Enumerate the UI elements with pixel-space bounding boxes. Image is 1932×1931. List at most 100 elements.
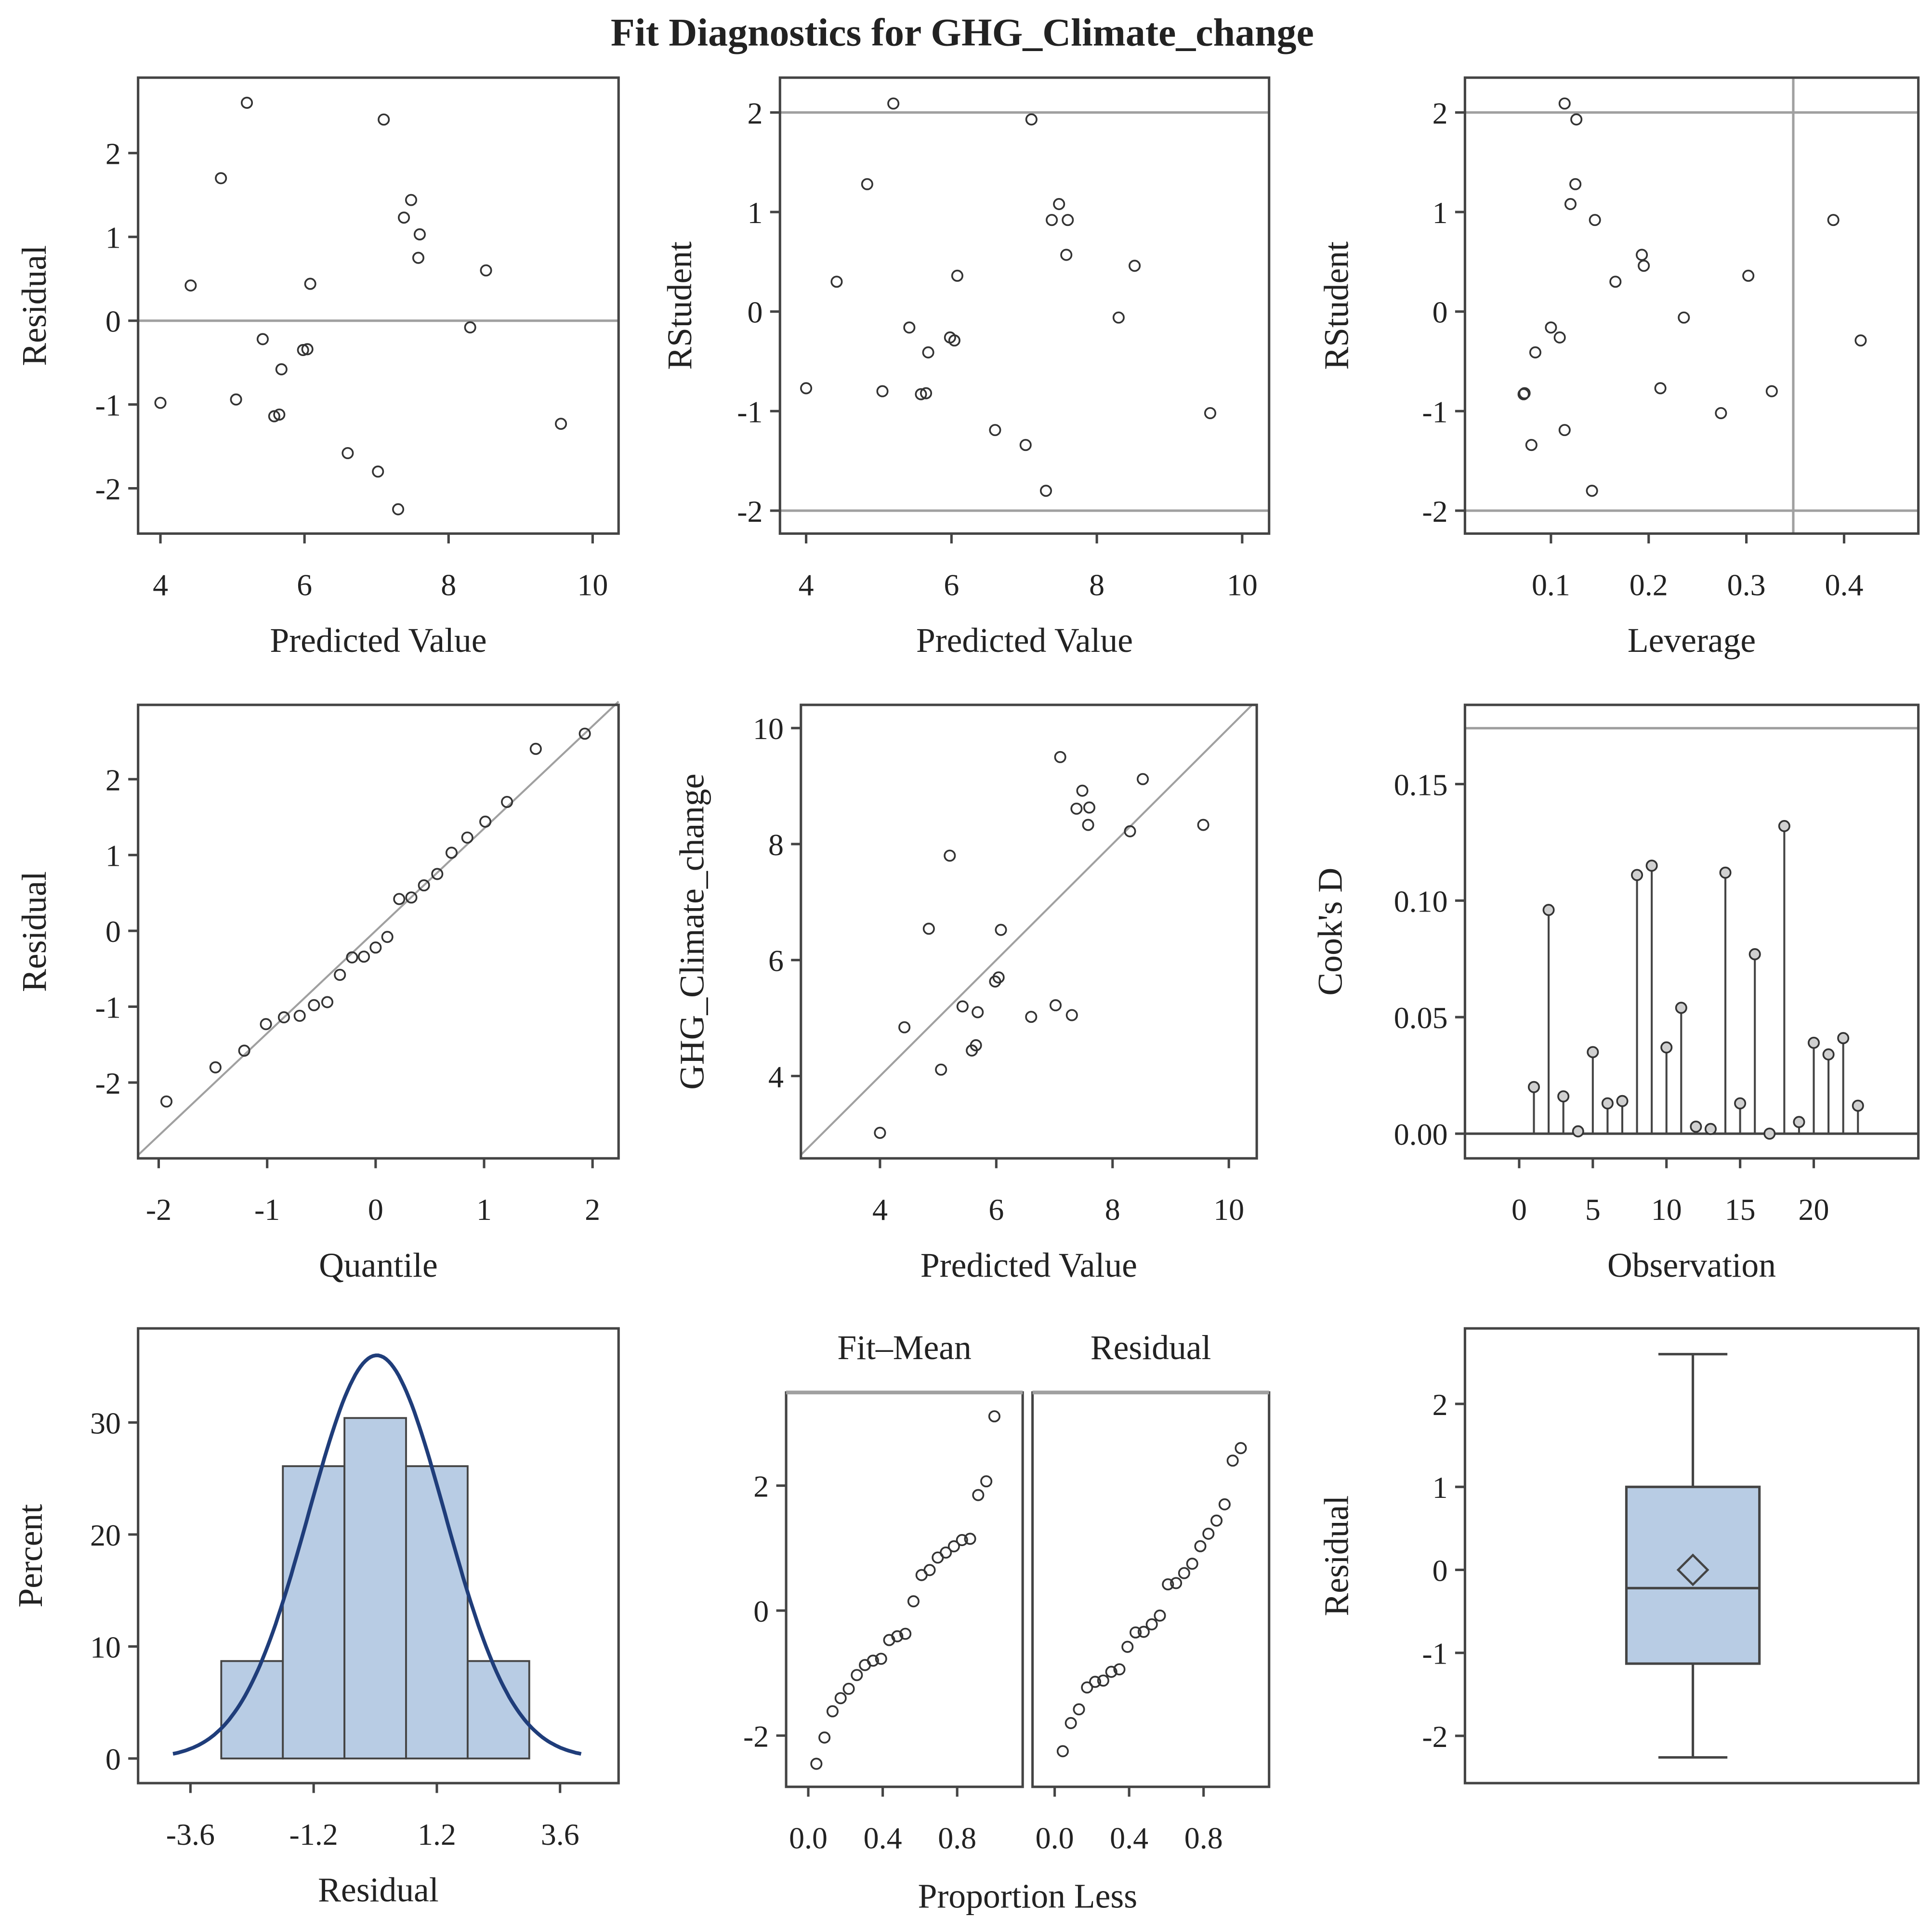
resid-vs-pred-point bbox=[268, 410, 280, 423]
observed-vs-pred-point bbox=[1025, 1011, 1038, 1023]
residual-fit-spread-point bbox=[851, 1669, 863, 1681]
residual-fit-spread-xtick-label: 0.4 bbox=[864, 1821, 902, 1855]
residual-boxplot-ytick-label: 2 bbox=[1433, 1388, 1448, 1422]
rstudent-vs-leverage-xtick-label: 0.2 bbox=[1630, 568, 1668, 602]
rstudent-vs-leverage-point bbox=[1529, 346, 1541, 358]
residual-fit-spread-point bbox=[1210, 1514, 1223, 1527]
figure-title: Fit Diagnostics for GHG_Climate_change bbox=[611, 11, 1314, 54]
residual-fit-spread-point bbox=[1073, 1703, 1085, 1716]
cooks-d-x-axis-label: Observation bbox=[1607, 1246, 1776, 1284]
qq-plot-point bbox=[321, 996, 334, 1008]
observed-vs-pred-point bbox=[1083, 801, 1096, 814]
observed-vs-pred-point bbox=[1070, 802, 1083, 815]
resid-vs-pred-point bbox=[378, 113, 390, 126]
resid-vs-pred-ytick-label: 1 bbox=[105, 221, 121, 255]
residual-fit-spread-point bbox=[1145, 1618, 1158, 1631]
qq-plot-xtick-label: 1 bbox=[476, 1192, 492, 1227]
residual-histogram-panel: -3.6 -1.2 1.2 3.6 0 10 20 30 Residual Percent bbox=[12, 1327, 620, 1909]
qq-plot-reference-line bbox=[137, 701, 619, 1156]
observed-vs-pred-point bbox=[1065, 1009, 1078, 1021]
residual-boxplot-y-axis-label: Residual bbox=[1317, 1495, 1355, 1616]
residual-boxplot-ytick-label: -2 bbox=[1422, 1719, 1447, 1754]
rstudent-vs-pred-point bbox=[1204, 407, 1217, 420]
resid-vs-pred-point bbox=[555, 418, 567, 430]
residual-histogram-normal-curve bbox=[172, 1353, 582, 1756]
rstudent-vs-pred-frame bbox=[778, 76, 1271, 535]
qq-plot-point bbox=[369, 941, 382, 954]
residual-fit-spread-point bbox=[980, 1475, 993, 1488]
resid-vs-pred-point bbox=[392, 503, 405, 516]
qq-plot-point bbox=[393, 893, 406, 905]
resid-vs-pred-point bbox=[480, 264, 492, 277]
residual-fit-spread-point bbox=[1105, 1666, 1117, 1678]
residual-fit-spread-xtick-label: 0.0 bbox=[1036, 1821, 1074, 1855]
cooks-d-needle-marker bbox=[1852, 1099, 1864, 1112]
resid-vs-pred-xtick-label: 8 bbox=[441, 568, 456, 602]
rstudent-vs-leverage-point bbox=[1553, 331, 1566, 344]
rstudent-vs-pred-xtick-label: 6 bbox=[944, 568, 959, 602]
resid-vs-pred-point bbox=[256, 333, 269, 345]
residual-fit-spread-point bbox=[899, 1627, 912, 1640]
resid-vs-pred-point bbox=[275, 363, 288, 376]
resid-vs-pred-point bbox=[342, 447, 354, 460]
resid-vs-pred-xtick-label: 6 bbox=[297, 568, 312, 602]
residual-histogram-ytick-label: 20 bbox=[90, 1518, 121, 1552]
residual-histogram-ytick-label: 0 bbox=[105, 1742, 121, 1776]
residual-fit-spread-point bbox=[923, 1564, 936, 1576]
cooks-d-ytick-label: 0.15 bbox=[1394, 768, 1448, 802]
residual-histogram-bar bbox=[343, 1417, 407, 1759]
residual-boxplot-ytick-label: -1 bbox=[1422, 1637, 1447, 1671]
cooks-d-needle-marker bbox=[1616, 1095, 1629, 1107]
rstudent-vs-leverage-ytick-label: -2 bbox=[1422, 494, 1447, 529]
rstudent-vs-leverage-point bbox=[1518, 387, 1531, 399]
resid-vs-pred-point bbox=[372, 465, 384, 478]
cooks-d-needle-marker bbox=[1631, 869, 1643, 881]
cooks-d-ytick-label: 0.05 bbox=[1394, 1001, 1448, 1035]
qq-plot-point bbox=[238, 1045, 250, 1057]
cooks-d-needle-marker bbox=[1645, 860, 1658, 872]
rstudent-vs-pred-point bbox=[800, 382, 813, 395]
residual-fit-spread-point bbox=[940, 1546, 952, 1559]
rstudent-vs-pred-point bbox=[989, 424, 1001, 436]
rstudent-vs-leverage-point bbox=[1517, 388, 1530, 400]
residual-fit-spread-xtick-label: 0.0 bbox=[789, 1821, 828, 1855]
rstudent-vs-leverage-point bbox=[1545, 321, 1557, 334]
residual-fit-spread-point bbox=[1081, 1681, 1093, 1694]
resid-vs-pred-point bbox=[215, 172, 227, 185]
rstudent-vs-pred-xtick-label: 8 bbox=[1089, 568, 1104, 602]
rstudent-vs-pred-point bbox=[887, 97, 900, 110]
qq-plot-point bbox=[277, 1011, 290, 1024]
rstudent-vs-pred-xtick-label: 4 bbox=[799, 568, 814, 602]
residual-fit-spread-subpanel-label: Fit–Mean bbox=[837, 1329, 971, 1367]
observed-vs-pred-xtick-label: 4 bbox=[872, 1192, 888, 1227]
cooks-d-needle-marker bbox=[1778, 820, 1790, 833]
residual-fit-spread-point bbox=[1170, 1577, 1183, 1589]
resid-vs-pred-panel: 4 6 8 10 -2 -1 0 1 2 Predicted Value Residual bbox=[15, 76, 620, 660]
observed-vs-pred-point bbox=[956, 1000, 969, 1013]
cooks-d-needle-marker bbox=[1704, 1123, 1717, 1135]
resid-vs-pred-ytick-label: 0 bbox=[105, 304, 121, 339]
observed-vs-pred-point bbox=[972, 1006, 984, 1018]
rstudent-vs-leverage-ytick-label: 1 bbox=[1433, 196, 1448, 230]
residual-fit-spread-point bbox=[964, 1533, 976, 1545]
observed-vs-pred-xtick-label: 6 bbox=[988, 1192, 1004, 1227]
cooks-d-needle-marker bbox=[1572, 1125, 1584, 1137]
qq-plot-point bbox=[334, 968, 346, 981]
cooks-d-needle-marker bbox=[1763, 1127, 1776, 1140]
rstudent-vs-pred-point bbox=[830, 276, 843, 288]
observed-vs-pred-point bbox=[922, 923, 935, 935]
cooks-d-needle-marker bbox=[1660, 1041, 1673, 1054]
residual-fit-spread-point bbox=[875, 1653, 887, 1665]
rstudent-vs-pred-ytick-label: 0 bbox=[748, 295, 763, 330]
qq-plot-point bbox=[418, 879, 430, 892]
rstudent-vs-leverage-panel: 0.1 0.2 0.3 0.4 -2 -1 0 1 2 Leverage RStudent bbox=[1317, 76, 1920, 660]
qq-plot-point bbox=[381, 931, 394, 943]
residual-fit-spread-point bbox=[1130, 1626, 1142, 1639]
rstudent-vs-pred-point bbox=[876, 385, 889, 397]
residual-fit-spread-point bbox=[1226, 1455, 1239, 1467]
observed-vs-pred-point bbox=[1076, 784, 1089, 797]
residual-fit-spread-point bbox=[1113, 1663, 1126, 1676]
rstudent-vs-leverage-xtick-label: 0.1 bbox=[1532, 568, 1570, 602]
rstudent-vs-leverage-point bbox=[1609, 276, 1622, 288]
qq-plot-point bbox=[293, 1009, 306, 1022]
